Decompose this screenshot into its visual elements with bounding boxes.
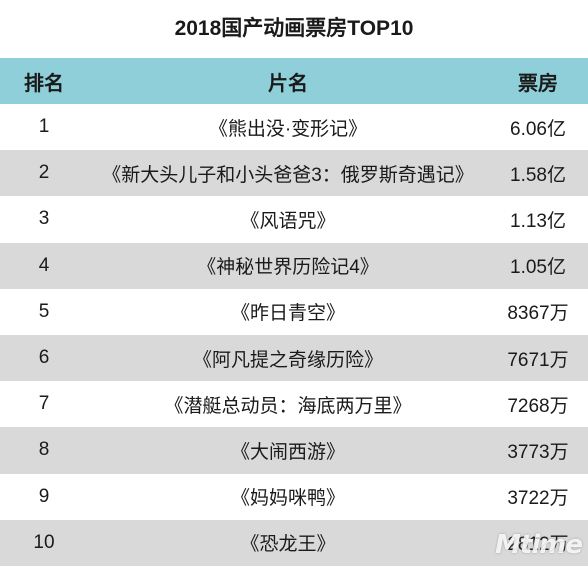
cell-box-office: 6.06亿 bbox=[510, 118, 566, 140]
cell-rank: 9 bbox=[38, 485, 50, 507]
table-row: 3 《风语咒》 1.13亿 bbox=[0, 196, 588, 242]
cell-rank: 2 bbox=[38, 162, 50, 184]
table-row: 1 《熊出没·变形记》 6.06亿 bbox=[0, 104, 588, 150]
table-body: 1 《熊出没·变形记》 6.06亿 2 《新大头儿子和小头爸爸3：俄罗斯奇遇记》… bbox=[0, 104, 588, 566]
cell-box-office: 1.58亿 bbox=[510, 164, 566, 186]
cell-rank: 8 bbox=[38, 439, 50, 461]
header-film: 片名 bbox=[268, 72, 308, 95]
cell-film: 《新大头儿子和小头爸爸3：俄罗斯奇遇记》 bbox=[102, 164, 474, 186]
table-row: 10 《恐龙王》 2812万 bbox=[0, 519, 588, 566]
cell-box-office: 7671万 bbox=[507, 349, 569, 371]
cell-box-office: 1.13亿 bbox=[510, 210, 566, 232]
table-title: 2018国产动画票房TOP10 bbox=[174, 17, 414, 40]
cell-rank: 7 bbox=[38, 393, 50, 415]
cell-film: 《妈妈咪鸭》 bbox=[230, 488, 345, 510]
cell-box-office: 7268万 bbox=[507, 395, 569, 417]
cell-rank: 6 bbox=[38, 347, 50, 369]
table-row: 9 《妈妈咪鸭》 3722万 bbox=[0, 474, 588, 520]
cell-rank: 10 bbox=[33, 531, 55, 553]
cell-rank: 4 bbox=[38, 254, 50, 276]
cell-film: 《大闹西游》 bbox=[230, 441, 345, 463]
header-rank: 排名 bbox=[24, 72, 64, 95]
header-box-office: 票房 bbox=[518, 72, 558, 95]
table-row: 6 《阿凡提之奇缘历险》 7671万 bbox=[0, 334, 588, 382]
mtime-watermark-logo: Mtime bbox=[495, 530, 583, 560]
table-row: 7 《潜艇总动员：海底两万里》 7268万 bbox=[0, 381, 588, 427]
cell-film: 《昨日青空》 bbox=[230, 303, 345, 325]
cell-box-office: 2812万 bbox=[507, 534, 569, 556]
cell-rank: 1 bbox=[38, 116, 50, 138]
cell-film: 《潜艇总动员：海底两万里》 bbox=[164, 395, 412, 417]
table-row: 5 《昨日青空》 8367万 bbox=[0, 289, 588, 335]
cell-film: 《神秘世界历险记4》 bbox=[197, 257, 379, 279]
table-row: 4 《神秘世界历险记4》 1.05亿 bbox=[0, 242, 588, 289]
cell-box-office: 8367万 bbox=[507, 303, 569, 325]
cell-film: 《风语咒》 bbox=[240, 210, 336, 232]
cell-film: 《熊出没·变形记》 bbox=[208, 118, 368, 140]
table-header: 排名 片名 票房 bbox=[0, 58, 588, 104]
cell-film: 《阿凡提之奇缘历险》 bbox=[192, 349, 383, 371]
table-row: 8 《大闹西游》 3773万 bbox=[0, 427, 588, 474]
cell-box-office: 1.05亿 bbox=[510, 257, 566, 279]
table-row: 2 《新大头儿子和小头爸爸3：俄罗斯奇遇记》 1.58亿 bbox=[0, 150, 588, 197]
cell-rank: 3 bbox=[38, 208, 50, 230]
cell-box-office: 3773万 bbox=[507, 441, 569, 463]
cell-box-office: 3722万 bbox=[507, 488, 569, 510]
cell-film: 《恐龙王》 bbox=[240, 534, 336, 556]
cell-rank: 5 bbox=[38, 300, 50, 322]
